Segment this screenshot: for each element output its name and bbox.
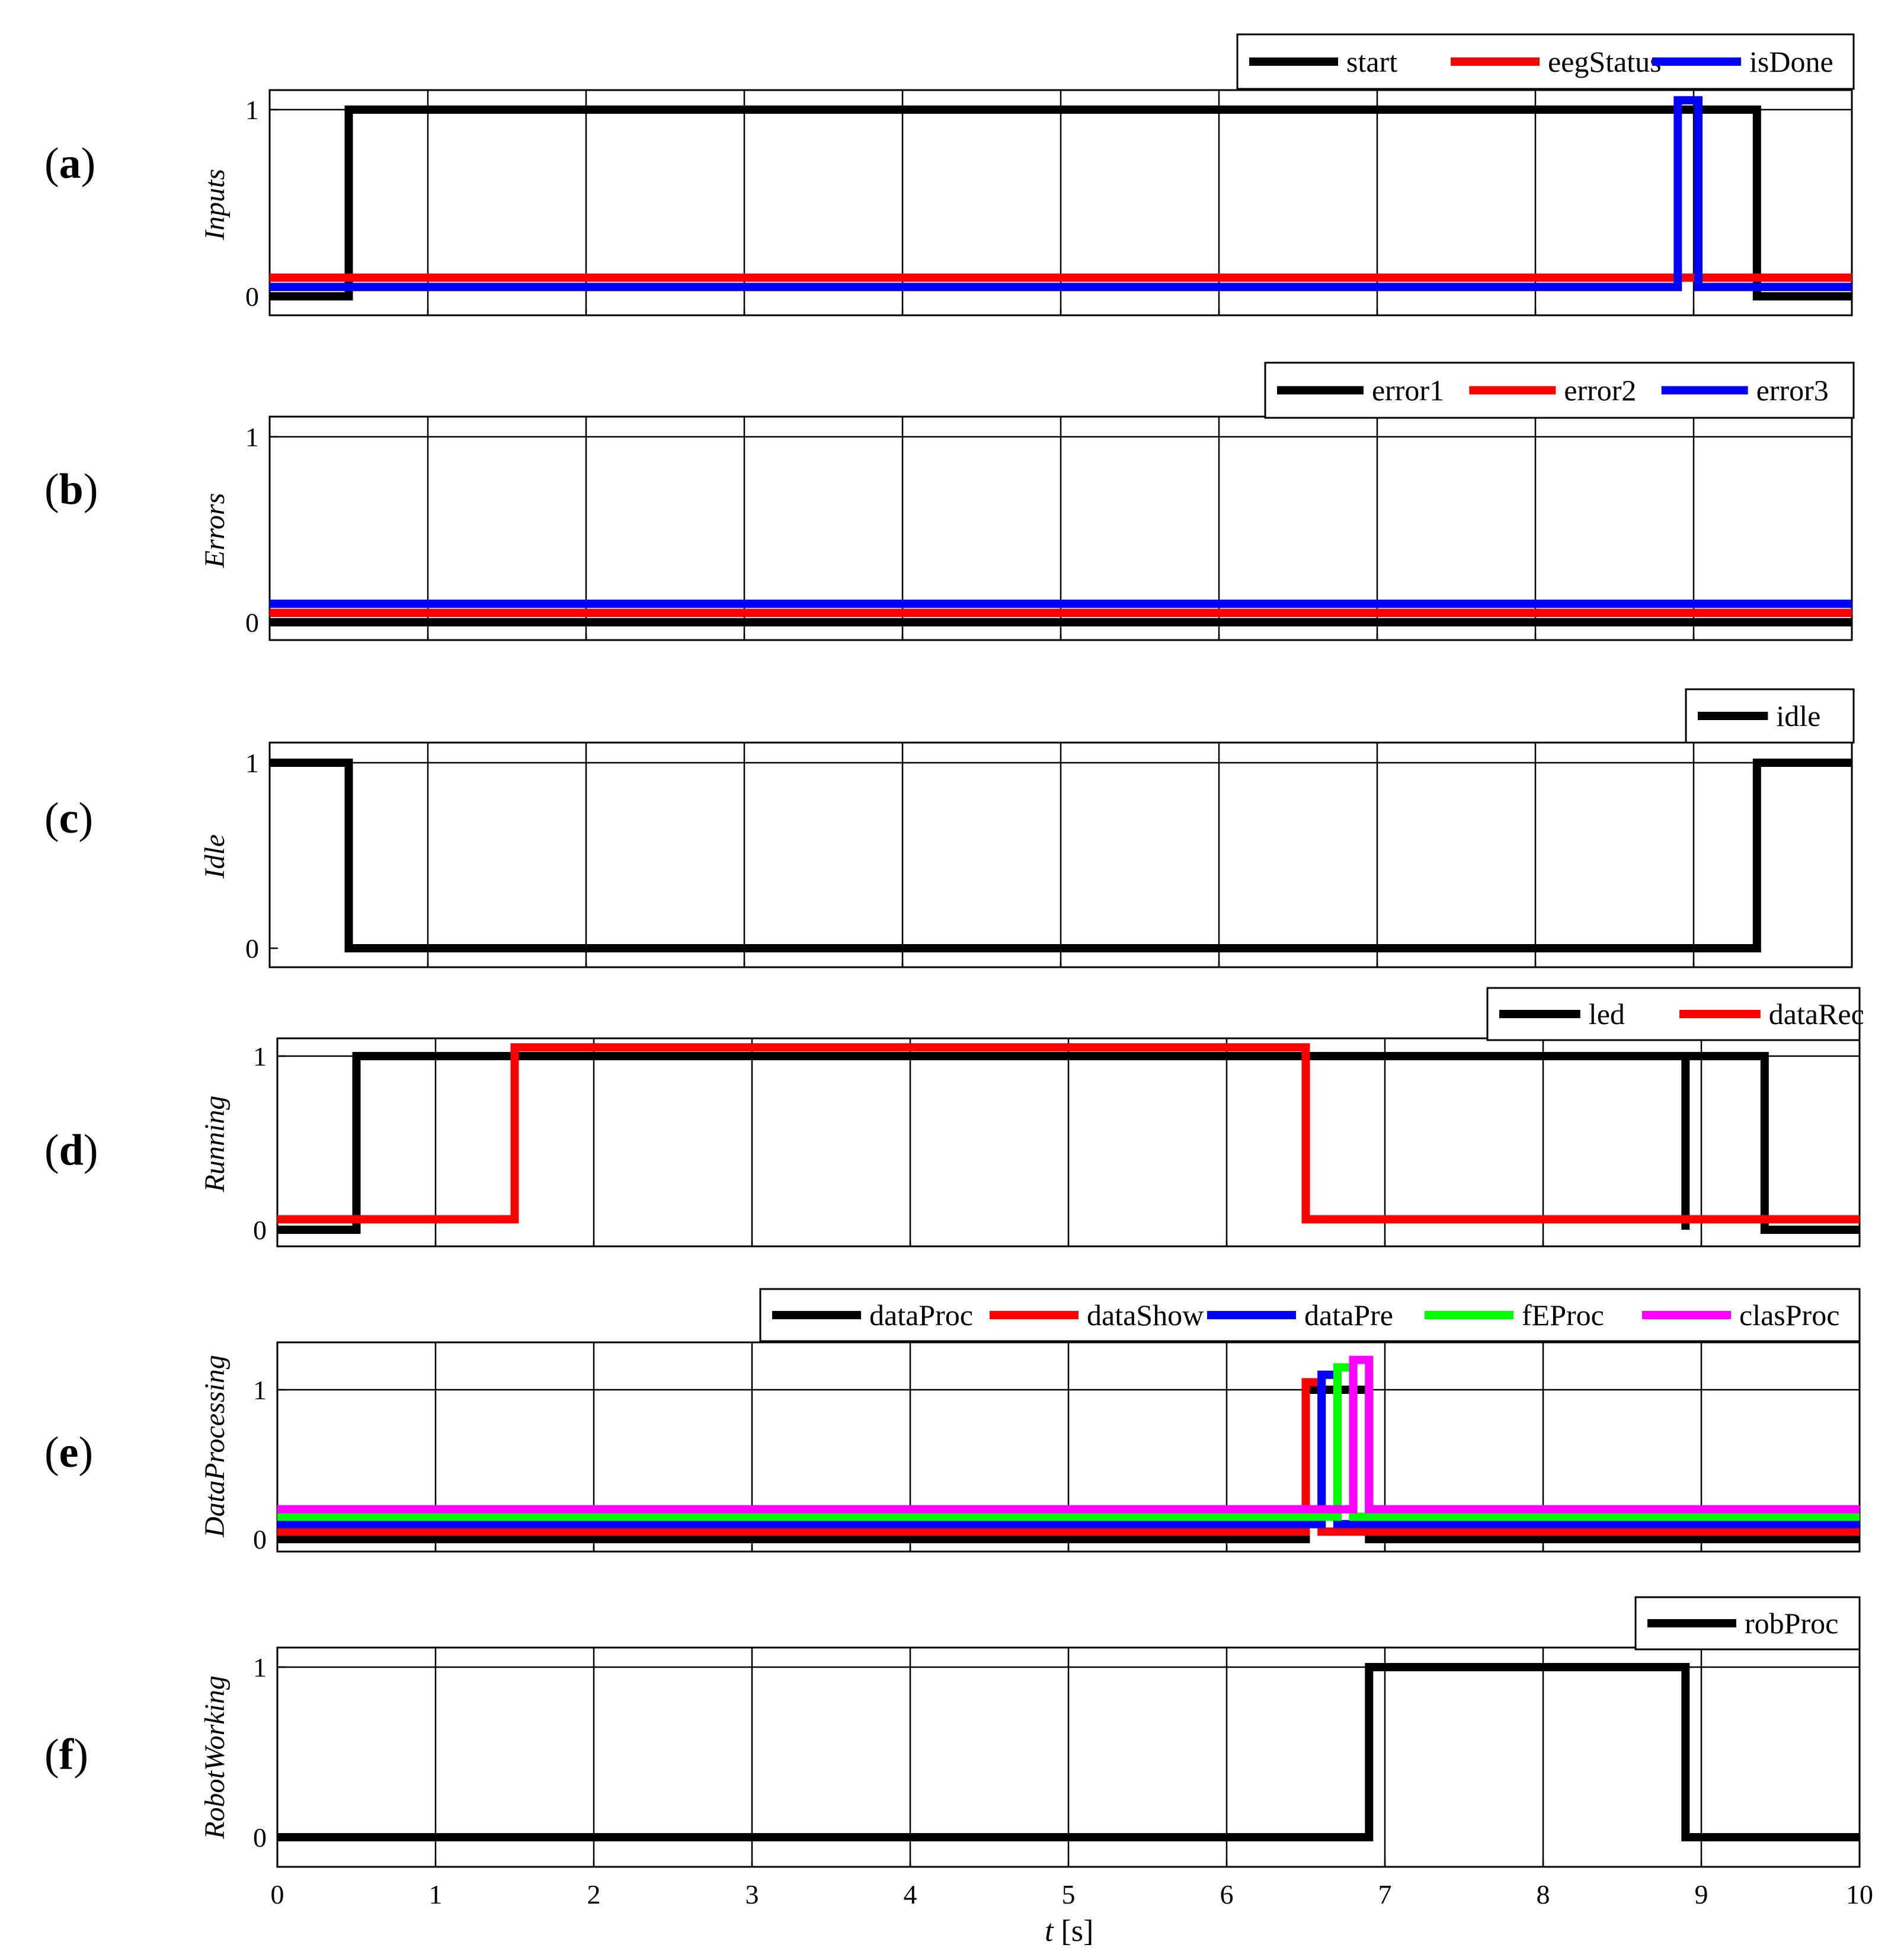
legend-label-idle: idle [1776,699,1820,733]
y-axis-label: Errors [199,493,231,568]
y-tick-label: 1 [253,1375,267,1405]
series-line-dataShow [277,1378,1860,1536]
x-tick-label: 5 [1062,1879,1076,1910]
series-line-robProc [277,1663,1860,1841]
series-line-isDone [270,96,1852,292]
series-line-dataRec [277,1043,1860,1224]
legend-label-clasProc: clasProc [1739,1298,1839,1332]
legend-label-dataPre: dataPre [1304,1298,1393,1332]
panel-label: (d) [44,1126,98,1175]
x-tick-label: 3 [745,1879,759,1910]
y-tick-label: 0 [245,933,259,964]
y-tick-label: 0 [253,1524,267,1555]
legend: dataProc dataShow dataPre fEProc clasProc [759,1288,1861,1342]
legend-label-robProc: robProc [1745,1607,1838,1640]
y-tick-label: 1 [245,95,259,125]
x-tick-label: 2 [587,1879,601,1910]
legend-label-isDone: isDone [1749,45,1833,78]
x-tick-label: 7 [1378,1879,1392,1910]
series-line-fEProc [277,1363,1860,1521]
legend-label-error2: error2 [1564,374,1636,407]
series-line-led [277,1052,1860,1234]
legend-label-error1: error1 [1372,374,1444,407]
panel-f: (f) RobotWorking 010 1 2 3 4 5 6 7 8 9 10t [s]robPro… [44,1596,1873,1948]
legend-label-eegStatus: eegStatus [1548,45,1662,78]
panel-label: (e) [44,1428,93,1477]
series-line-start [270,105,1852,300]
x-tick-label: 9 [1695,1879,1708,1910]
x-tick-label: 10 [1846,1879,1873,1910]
legend: error1 error2 error3 [1264,362,1855,419]
legend-label-dataRec: dataRec [1769,997,1864,1031]
y-tick-label: 0 [253,1822,267,1853]
x-tick-label: 8 [1537,1879,1550,1910]
y-tick-label: 1 [245,748,259,778]
legend: robProc [1634,1596,1861,1651]
legend-label-fEProc: fEProc [1522,1298,1604,1332]
x-tick-label: 1 [429,1879,443,1910]
panel-label: (f) [44,1731,88,1779]
x-tick-label: 6 [1220,1879,1234,1910]
panel-d: (d) Running 0 1 led dataRec [44,987,1864,1248]
x-tick-label: 0 [271,1879,284,1910]
x-axis-label: t [s] [1045,1914,1093,1948]
legend: start eegStatus isDone [1236,33,1855,90]
series-line-idle [270,759,1852,952]
x-tick-label: 4 [904,1879,917,1910]
panel-b: (b) Errors 0 1 error1 error2 error3 [44,362,1855,641]
y-tick-label: 1 [253,1652,267,1683]
legend-label-error3: error3 [1756,374,1829,407]
y-tick-label: 1 [253,1041,267,1072]
y-axis-label: DataProcessing [199,1355,231,1538]
y-tick-label: 1 [245,422,259,452]
series-line-clasProc [277,1355,1860,1514]
legend-label-led: led [1589,997,1625,1031]
y-tick-label: 0 [253,1215,267,1245]
series-line-dataPre [277,1370,1860,1528]
legend-box [1236,33,1855,90]
legend-label-dataProc: dataProc [869,1298,973,1332]
legend-label-dataShow: dataShow [1087,1298,1204,1332]
y-axis-label: Running [199,1096,231,1193]
y-axis-label: Inputs [199,169,231,241]
legend: led dataRec [1486,987,1864,1041]
y-axis-label: Idle [199,834,231,879]
panel-label: (b) [44,465,98,514]
y-tick-label: 0 [245,607,259,638]
panel-c: (c) Idle 0 1 idle [44,688,1855,968]
panel-label: (c) [44,794,93,843]
legend-label-start: start [1346,45,1397,78]
y-tick-label: 0 [245,282,259,312]
panel-a: (a) Inputs 0 1 start eegStatus isDone [44,33,1855,316]
legend: idle [1685,688,1855,744]
panel-label: (a) [44,139,95,188]
y-axis-label: RobotWorking [199,1675,231,1840]
